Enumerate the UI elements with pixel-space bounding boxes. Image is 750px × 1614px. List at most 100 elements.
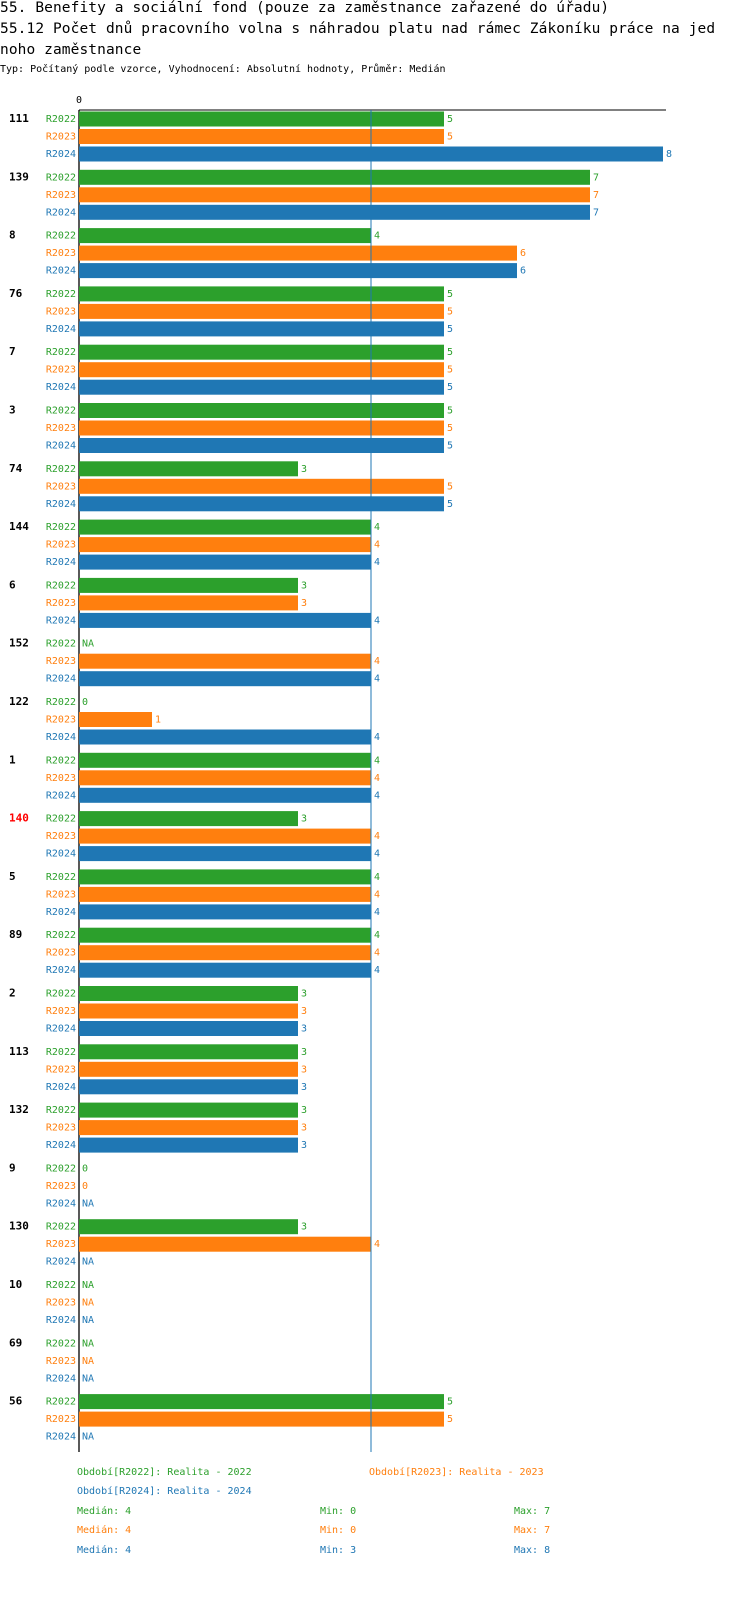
data-label: 5 bbox=[447, 406, 453, 417]
bar bbox=[79, 228, 371, 244]
bar bbox=[79, 1219, 298, 1235]
bar bbox=[79, 904, 371, 920]
series-label: R2022 bbox=[46, 697, 76, 708]
bar bbox=[79, 712, 152, 727]
group-label: 8 bbox=[9, 229, 16, 242]
series-label: R2022 bbox=[46, 1163, 76, 1174]
bar bbox=[79, 344, 444, 360]
series-label: R2023 bbox=[46, 190, 76, 201]
data-label: 5 bbox=[447, 365, 453, 376]
bar bbox=[79, 263, 517, 279]
series-label: R2024 bbox=[46, 1257, 76, 1268]
data-label: 3 bbox=[301, 1123, 307, 1134]
chart-subtitle: Typ: Počítaný podle vzorce, Vyhodnocení:… bbox=[0, 64, 446, 75]
bar bbox=[79, 787, 371, 803]
group-label: 69 bbox=[9, 1336, 22, 1349]
series-label: R2024 bbox=[46, 1082, 76, 1093]
series-label: R2022 bbox=[46, 114, 76, 125]
data-label: 4 bbox=[374, 948, 380, 959]
group-label: 9 bbox=[9, 1161, 16, 1174]
series-label: R2022 bbox=[46, 989, 76, 1000]
data-label: 5 bbox=[447, 423, 453, 434]
legend-period-r2023: Období[R2023]: Realita - 2023 bbox=[369, 1467, 544, 1478]
group-label: 5 bbox=[9, 870, 16, 883]
bar bbox=[79, 945, 371, 961]
bar bbox=[79, 321, 444, 337]
series-label: R2024 bbox=[46, 732, 76, 743]
data-label: 5 bbox=[447, 347, 453, 358]
bar bbox=[79, 729, 371, 745]
series-label: R2024 bbox=[46, 965, 76, 976]
series-label: R2024 bbox=[46, 790, 76, 801]
series-label: R2023 bbox=[46, 715, 76, 726]
series-label: R2023 bbox=[46, 1123, 76, 1134]
group-label: 56 bbox=[9, 1395, 23, 1408]
data-label: 3 bbox=[301, 1082, 307, 1093]
series-label: R2022 bbox=[46, 755, 76, 766]
data-label: 4 bbox=[374, 615, 380, 626]
data-label: 7 bbox=[593, 172, 599, 183]
data-label: 4 bbox=[374, 849, 380, 860]
bar bbox=[79, 1120, 298, 1136]
data-label: NA bbox=[82, 1338, 94, 1349]
bar bbox=[79, 286, 444, 302]
series-label: R2023 bbox=[46, 948, 76, 959]
bar bbox=[79, 1137, 298, 1153]
data-label: 3 bbox=[301, 1064, 307, 1075]
series-label: R2022 bbox=[46, 639, 76, 650]
data-label: 4 bbox=[374, 773, 380, 784]
bar bbox=[79, 595, 298, 611]
series-label: R2024 bbox=[46, 907, 76, 918]
series-label: R2024 bbox=[46, 1432, 76, 1443]
series-label: R2022 bbox=[46, 172, 76, 183]
data-label: 4 bbox=[374, 732, 380, 743]
bar bbox=[79, 770, 371, 786]
data-label: NA bbox=[82, 1315, 94, 1326]
data-label: 3 bbox=[301, 814, 307, 825]
bar bbox=[79, 537, 371, 553]
series-label: R2022 bbox=[46, 406, 76, 417]
legend-period-r2022: Období[R2022]: Realita - 2022 bbox=[77, 1467, 252, 1478]
stat-min-r2024: Min: 3 bbox=[320, 1545, 357, 1556]
data-label: 3 bbox=[301, 580, 307, 591]
chart-title-line-2: noho zaměstnance bbox=[0, 42, 142, 58]
data-label: 3 bbox=[301, 1222, 307, 1233]
series-label: R2024 bbox=[46, 207, 76, 218]
group-label: 132 bbox=[9, 1103, 29, 1116]
data-label: NA bbox=[82, 1257, 94, 1268]
series-label: R2023 bbox=[46, 889, 76, 900]
series-label: R2022 bbox=[46, 1397, 76, 1408]
data-label: 3 bbox=[301, 989, 307, 1000]
data-label: 5 bbox=[447, 1397, 453, 1408]
series-label: R2024 bbox=[46, 557, 76, 568]
bar bbox=[79, 204, 590, 220]
data-label: 5 bbox=[447, 1414, 453, 1425]
series-label: R2022 bbox=[46, 930, 76, 941]
data-label: 5 bbox=[447, 441, 453, 452]
series-label: R2023 bbox=[46, 1414, 76, 1425]
series-label: R2024 bbox=[46, 1140, 76, 1151]
data-label: 5 bbox=[447, 499, 453, 510]
group-label: 144 bbox=[9, 520, 29, 533]
series-label: R2023 bbox=[46, 1064, 76, 1075]
bar bbox=[79, 886, 371, 902]
series-label: R2022 bbox=[46, 1047, 76, 1058]
series-label: R2022 bbox=[46, 522, 76, 533]
data-label: 8 bbox=[666, 149, 672, 160]
group-label: 76 bbox=[9, 287, 23, 300]
group-label: 10 bbox=[9, 1278, 22, 1291]
series-label: R2024 bbox=[46, 266, 76, 277]
data-label: 5 bbox=[447, 114, 453, 125]
data-label: 4 bbox=[374, 656, 380, 667]
bar bbox=[79, 420, 444, 436]
series-label: R2023 bbox=[46, 365, 76, 376]
bar bbox=[79, 811, 298, 827]
data-label: 4 bbox=[374, 872, 380, 883]
group-label: 89 bbox=[9, 928, 22, 941]
data-label: 3 bbox=[301, 1105, 307, 1116]
series-label: R2024 bbox=[46, 674, 76, 685]
group-label: 111 bbox=[9, 112, 29, 125]
data-label: 4 bbox=[374, 1239, 380, 1250]
data-label: 4 bbox=[374, 674, 380, 685]
